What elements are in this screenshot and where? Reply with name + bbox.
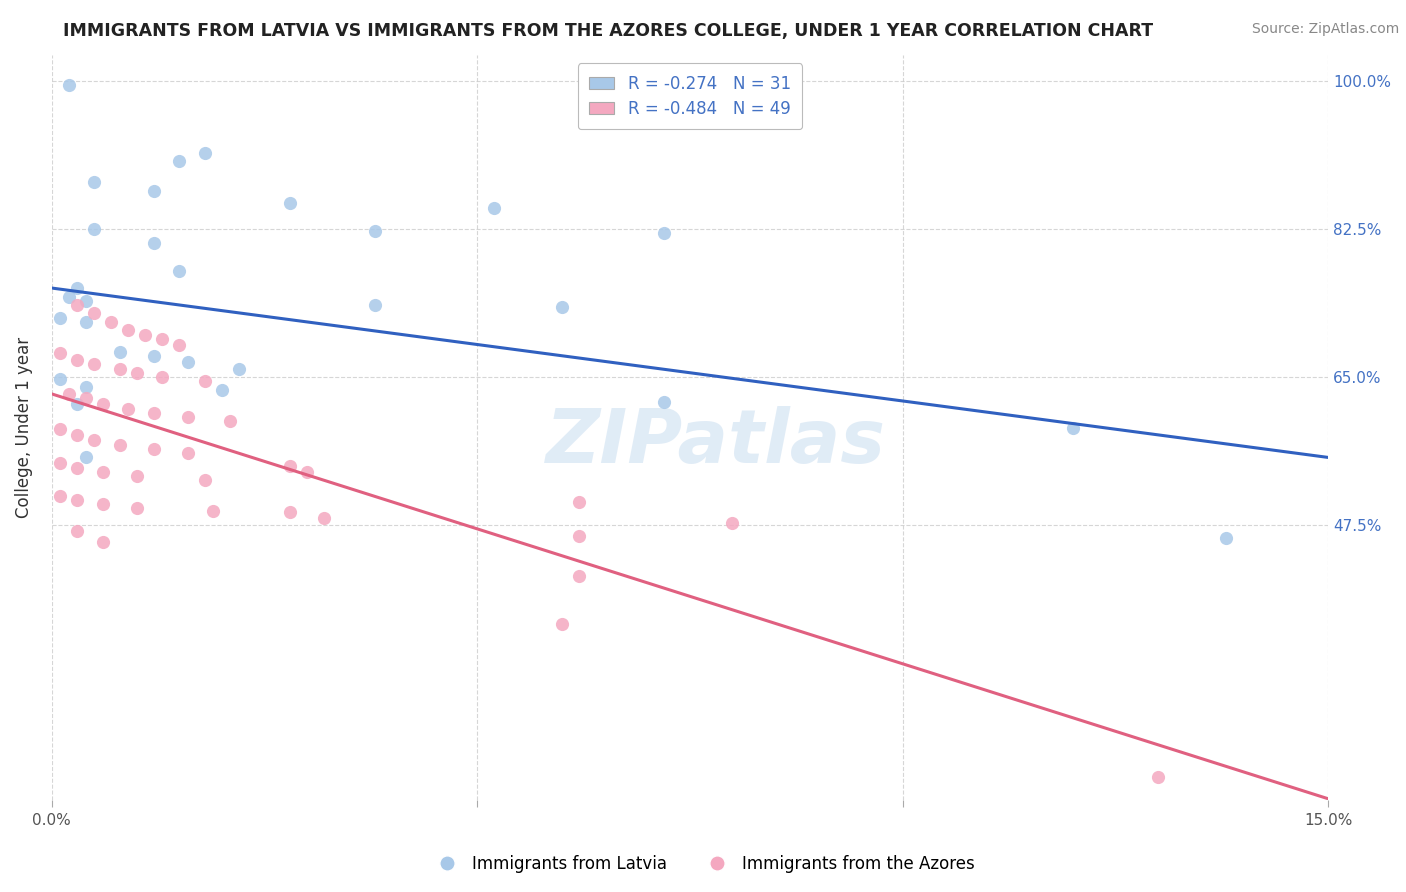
Point bbox=[75, 380, 97, 394]
Point bbox=[194, 473, 217, 487]
Point bbox=[278, 196, 301, 211]
Point bbox=[91, 397, 114, 411]
Point bbox=[568, 495, 591, 509]
Point bbox=[551, 300, 574, 314]
Point bbox=[66, 461, 89, 475]
Point bbox=[364, 298, 387, 312]
Point bbox=[91, 465, 114, 479]
Point bbox=[66, 353, 89, 368]
Point bbox=[142, 442, 165, 456]
Point bbox=[49, 310, 72, 325]
Point bbox=[75, 293, 97, 308]
Point bbox=[83, 357, 105, 371]
Point bbox=[49, 372, 72, 386]
Point bbox=[364, 224, 387, 238]
Point bbox=[169, 264, 191, 278]
Point bbox=[83, 306, 105, 320]
Point bbox=[75, 391, 97, 405]
Point bbox=[654, 226, 676, 240]
Point bbox=[150, 332, 173, 346]
Point bbox=[1215, 531, 1237, 545]
Point bbox=[83, 221, 105, 235]
Point bbox=[721, 516, 744, 530]
Point bbox=[177, 446, 200, 460]
Point bbox=[202, 504, 225, 518]
Point bbox=[142, 349, 165, 363]
Point bbox=[134, 327, 156, 342]
Point bbox=[108, 344, 131, 359]
Point bbox=[1062, 421, 1084, 435]
Point bbox=[108, 361, 131, 376]
Text: Source: ZipAtlas.com: Source: ZipAtlas.com bbox=[1251, 22, 1399, 37]
Point bbox=[108, 438, 131, 452]
Point bbox=[568, 569, 591, 583]
Point bbox=[312, 511, 335, 525]
Point bbox=[100, 315, 122, 329]
Legend: Immigrants from Latvia, Immigrants from the Azores: Immigrants from Latvia, Immigrants from … bbox=[425, 848, 981, 880]
Point bbox=[1147, 770, 1170, 784]
Text: IMMIGRANTS FROM LATVIA VS IMMIGRANTS FROM THE AZORES COLLEGE, UNDER 1 YEAR CORRE: IMMIGRANTS FROM LATVIA VS IMMIGRANTS FRO… bbox=[63, 22, 1153, 40]
Point bbox=[58, 387, 80, 401]
Point bbox=[125, 366, 148, 380]
Point bbox=[125, 501, 148, 516]
Point bbox=[66, 427, 89, 442]
Point bbox=[169, 338, 191, 352]
Text: ZIPatlas: ZIPatlas bbox=[546, 406, 886, 479]
Point bbox=[49, 422, 72, 436]
Point bbox=[75, 450, 97, 465]
Point bbox=[278, 506, 301, 520]
Point bbox=[551, 617, 574, 632]
Point bbox=[211, 383, 233, 397]
Point bbox=[125, 469, 148, 483]
Point bbox=[66, 298, 89, 312]
Point bbox=[177, 409, 200, 424]
Point bbox=[66, 524, 89, 538]
Point bbox=[91, 497, 114, 511]
Point bbox=[117, 323, 139, 337]
Point bbox=[228, 361, 250, 376]
Point bbox=[278, 458, 301, 473]
Point bbox=[142, 184, 165, 198]
Point bbox=[177, 355, 200, 369]
Y-axis label: College, Under 1 year: College, Under 1 year bbox=[15, 337, 32, 518]
Point bbox=[49, 456, 72, 470]
Point bbox=[484, 201, 506, 215]
Point bbox=[83, 175, 105, 189]
Point bbox=[568, 529, 591, 543]
Point bbox=[66, 397, 89, 411]
Point bbox=[75, 315, 97, 329]
Point bbox=[169, 154, 191, 169]
Point bbox=[142, 236, 165, 251]
Point bbox=[66, 492, 89, 507]
Point bbox=[194, 374, 217, 388]
Point bbox=[66, 281, 89, 295]
Point bbox=[295, 465, 318, 479]
Point bbox=[194, 145, 217, 160]
Legend: R = -0.274   N = 31, R = -0.484   N = 49: R = -0.274 N = 31, R = -0.484 N = 49 bbox=[578, 63, 803, 129]
Point bbox=[49, 346, 72, 360]
Point bbox=[58, 78, 80, 92]
Point bbox=[142, 405, 165, 419]
Point bbox=[83, 434, 105, 448]
Point bbox=[49, 489, 72, 503]
Point bbox=[219, 414, 242, 428]
Point bbox=[91, 535, 114, 549]
Point bbox=[654, 395, 676, 409]
Point bbox=[58, 289, 80, 303]
Point bbox=[117, 402, 139, 417]
Point bbox=[150, 370, 173, 384]
